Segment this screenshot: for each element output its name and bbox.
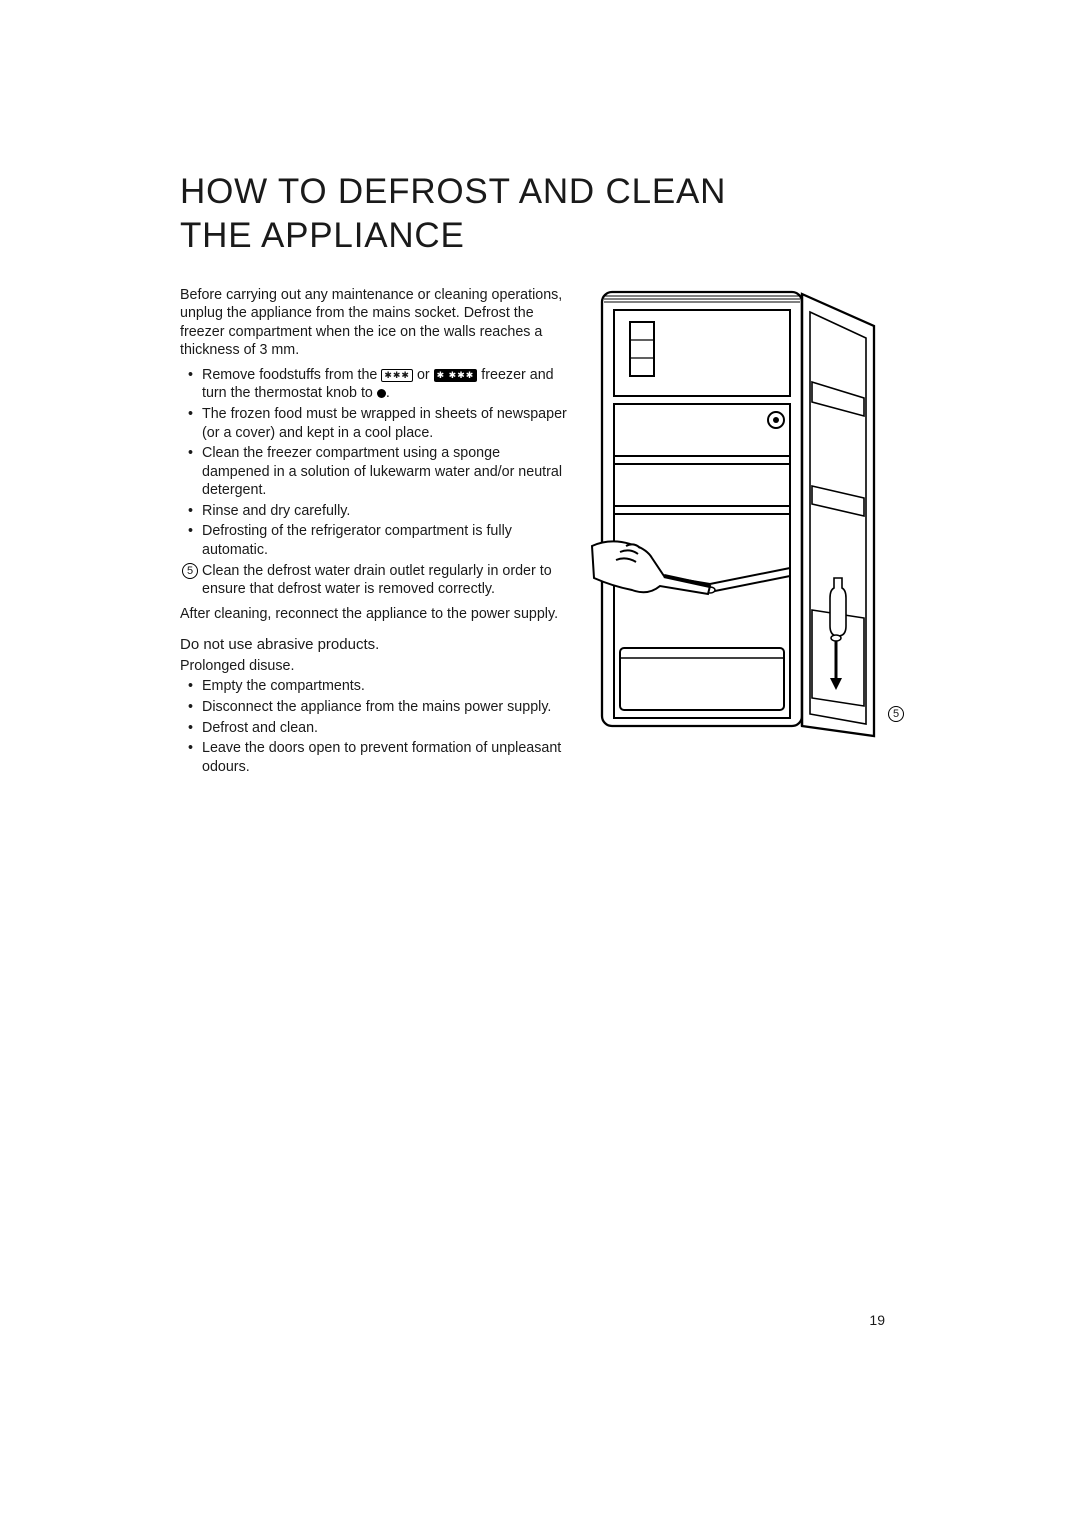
list-item: Leave the doors open to prevent formatio… (180, 739, 570, 776)
fridge-illustration (590, 286, 890, 746)
intro-paragraph: Before carrying out any maintenance or c… (180, 286, 570, 360)
bullet1-part-d: . (386, 385, 390, 401)
four-star-icon: ✱ ✱✱✱ (434, 369, 478, 382)
list-item: Defrosting of the refrigerator compartme… (180, 522, 570, 559)
off-dot-icon (377, 389, 386, 398)
text-column: Before carrying out any maintenance or c… (180, 286, 570, 783)
list-item: Clean the freezer compartment using a sp… (180, 444, 570, 500)
list-item: 5 Clean the defrost water drain outlet r… (180, 562, 570, 599)
circled-five-icon: 5 (182, 563, 198, 579)
list-item: Remove foodstuffs from the ✱✱✱ or ✱ ✱✱✱ … (180, 366, 570, 403)
list-item: The frozen food must be wrapped in sheet… (180, 405, 570, 442)
no-abrasive-heading: Do not use abrasive products. (180, 635, 570, 655)
bullet6-text: Clean the defrost water drain outlet reg… (202, 563, 552, 598)
prolonged-disuse-label: Prolonged disuse. (180, 657, 570, 676)
page-number: 19 (869, 1312, 885, 1328)
page-title: HOW TO DEFROST AND CLEAN THE APPLIANCE (180, 170, 780, 258)
after-cleaning-paragraph: After cleaning, reconnect the appliance … (180, 605, 570, 624)
three-star-icon: ✱✱✱ (381, 369, 413, 382)
list-item: Rinse and dry carefully. (180, 502, 570, 521)
page: HOW TO DEFROST AND CLEAN THE APPLIANCE B… (0, 0, 1080, 1528)
disuse-steps-list: Empty the compartments. Disconnect the a… (180, 677, 570, 776)
defrost-steps-list: Remove foodstuffs from the ✱✱✱ or ✱ ✱✱✱ … (180, 366, 570, 599)
figure-column: 5 (590, 286, 890, 751)
bullet1-part-b: or (417, 367, 434, 383)
list-item: Empty the compartments. (180, 677, 570, 696)
bullet1-part-a: Remove foodstuffs from the (202, 367, 381, 383)
content-row: Before carrying out any maintenance or c… (180, 286, 890, 783)
list-item: Disconnect the appliance from the mains … (180, 698, 570, 717)
list-item: Defrost and clean. (180, 719, 570, 738)
figure-callout-five-icon: 5 (888, 706, 904, 722)
